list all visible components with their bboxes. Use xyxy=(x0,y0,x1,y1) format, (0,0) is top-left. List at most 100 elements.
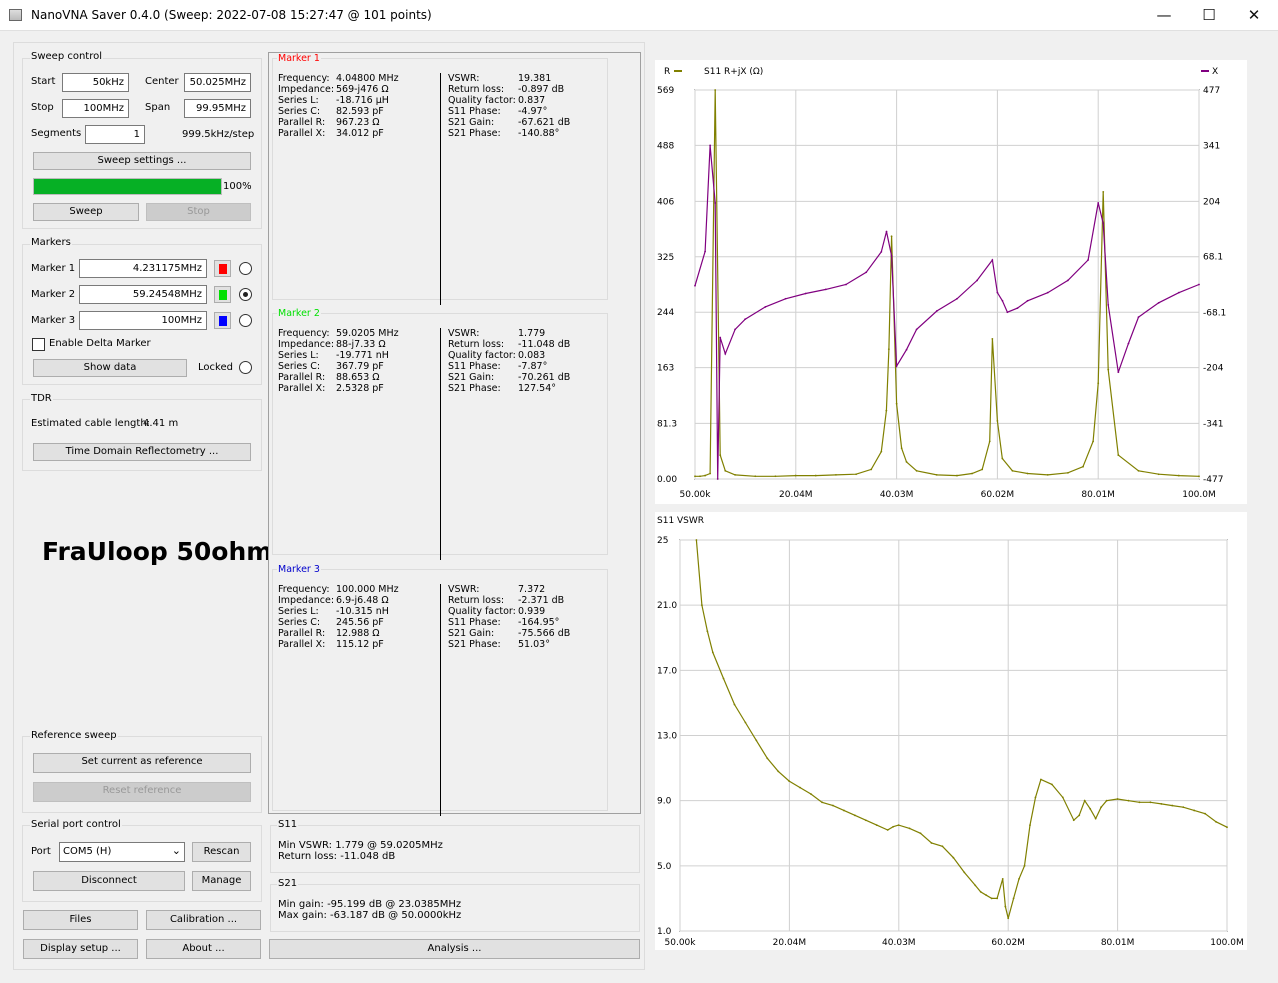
marker-3-field-label: Impedance: xyxy=(278,595,335,606)
marker-1-field-value: -140.88° xyxy=(518,128,560,139)
marker-2-field-label: Series C: xyxy=(278,361,321,372)
vswr-y-tick-label: 17.0 xyxy=(657,666,677,676)
rx-series-x-point xyxy=(719,336,722,339)
tdr-button[interactable]: Time Domain Reflectometry ... xyxy=(33,443,251,461)
vswr-series-point xyxy=(700,604,703,607)
vswr-series-point xyxy=(886,829,889,831)
marker-1-field-label: Parallel X: xyxy=(278,128,326,139)
reset-reference-button[interactable]: Reset reference xyxy=(33,782,251,802)
marker-3-row: Quality factor: 0.939 xyxy=(448,606,545,617)
set-reference-button[interactable]: Set current as reference xyxy=(33,753,251,773)
marker-2-radio[interactable] xyxy=(239,288,252,301)
locked-radio[interactable] xyxy=(239,361,252,374)
marker-2-frequency-input[interactable]: 59.24548MHz xyxy=(79,285,207,304)
marker-3-color-swatch xyxy=(219,316,227,326)
rx-series-r-point xyxy=(1066,471,1069,474)
marker-1-field-value: 34.012 pF xyxy=(336,128,384,139)
marker-3-color-button[interactable] xyxy=(214,312,231,329)
sweep-settings-button[interactable]: Sweep settings ... xyxy=(33,152,251,170)
disconnect-button[interactable]: Disconnect xyxy=(33,871,185,891)
vswr-series-point xyxy=(1105,799,1108,802)
marker-1-row: S11 Phase: -4.97° xyxy=(448,106,547,117)
rx-series-x-line xyxy=(694,145,1200,480)
about-button[interactable]: About ... xyxy=(146,939,261,959)
vswr-series-point xyxy=(1040,778,1042,781)
rx-series-r-point xyxy=(885,409,888,412)
close-icon[interactable]: ✕ xyxy=(1247,6,1261,24)
s11-min-vswr: Min VSWR: 1.779 @ 59.0205MHz xyxy=(278,840,443,851)
files-button[interactable]: Files xyxy=(23,910,138,930)
marker-2-row: Series L: -19.771 nH xyxy=(278,350,389,361)
marker-3-panel-title: Marker 3 xyxy=(277,564,321,575)
s21-max-gain: Max gain: -63.187 dB @ 50.0000kHz xyxy=(278,910,462,921)
vswr-series-point xyxy=(1034,796,1037,799)
tdr-title: TDR xyxy=(30,393,53,404)
rx-series-r-point xyxy=(1082,465,1084,468)
manage-button[interactable]: Manage xyxy=(192,871,251,891)
vswr-series-point xyxy=(1083,799,1086,802)
rx-chart-panel: 0.00 81.3 163 244 325 406 488 569 -477 -341 -204 -6… xyxy=(655,60,1247,504)
rx-series-r-point xyxy=(1001,457,1004,460)
marker-1-field-value: 4.04800 MHz xyxy=(336,73,399,84)
calibration-button[interactable]: Calibration ... xyxy=(146,910,261,930)
delta-marker-label: Enable Delta Marker xyxy=(49,338,151,349)
marker-1-radio[interactable] xyxy=(239,262,252,275)
rescan-button[interactable]: Rescan xyxy=(192,842,251,862)
segments-label: Segments xyxy=(31,128,82,139)
vswr-x-tick-label: 80.01M xyxy=(1101,938,1135,948)
rx-series-x-point xyxy=(1157,301,1160,304)
stop-button[interactable]: Stop xyxy=(146,203,251,221)
sweep-button[interactable]: Sweep xyxy=(33,203,139,221)
marker-1-field-value: 967.23 Ω xyxy=(336,117,380,128)
rx-series-x-point xyxy=(1026,299,1029,302)
vswr-series-point xyxy=(755,739,758,742)
marker-2-color-button[interactable] xyxy=(214,286,231,303)
display-setup-button[interactable]: Display setup ... xyxy=(23,939,138,959)
vswr-series-point xyxy=(1160,803,1163,805)
maximize-icon[interactable]: ☐ xyxy=(1202,6,1216,24)
marker-3-field-value: -2.371 dB xyxy=(518,595,565,606)
rx-series-x-point xyxy=(935,310,938,312)
minimize-icon[interactable]: — xyxy=(1156,6,1172,24)
rx-series-x-point xyxy=(1066,279,1069,282)
window-title: NanoVNA Saver 0.4.0 (Sweep: 2022-07-08 1… xyxy=(31,8,432,22)
vswr-series-point xyxy=(1171,804,1174,807)
stop-input[interactable]: 100MHz xyxy=(62,99,129,118)
title-bar: NanoVNA Saver 0.4.0 (Sweep: 2022-07-08 1… xyxy=(0,0,1278,31)
marker-1-field-label: S11 Phase: xyxy=(448,106,501,117)
marker-1-row: S21 Phase: -140.88° xyxy=(448,128,559,139)
rx-series-x-point xyxy=(956,297,958,300)
step-text: 999.5kHz/step xyxy=(182,129,255,140)
show-data-button[interactable]: Show data xyxy=(33,359,187,377)
rx-series-x-point xyxy=(764,306,767,308)
marker-3-frequency-input[interactable]: 100MHz xyxy=(79,311,207,330)
marker-2-field-value: 367.79 pF xyxy=(336,361,384,372)
vswr-series-point xyxy=(810,793,812,796)
rx-x-tick-label: 50.00k xyxy=(680,490,712,500)
marker-1-row: S21 Gain: -67.621 dB xyxy=(448,117,570,128)
marker-2-field-label: VSWR: xyxy=(448,328,480,339)
reference-sweep-title: Reference sweep xyxy=(30,730,118,741)
rx-left-tick-label: 81.3 xyxy=(657,419,677,429)
marker-1-color-button[interactable] xyxy=(214,260,231,277)
marker-1-frequency-input[interactable]: 4.231175MHz xyxy=(79,259,207,278)
delta-marker-checkbox[interactable] xyxy=(32,338,45,351)
marker-1-row: Parallel R: 967.23 Ω xyxy=(278,117,380,128)
start-input[interactable]: 50kHz xyxy=(62,73,129,92)
port-select[interactable]: COM5 (H) ⌄ xyxy=(59,842,185,862)
vswr-series-point xyxy=(1089,807,1092,810)
segments-input[interactable]: 1 xyxy=(85,125,145,144)
center-input[interactable]: 50.025MHz xyxy=(184,73,251,92)
s21-min-gain: Min gain: -95.199 dB @ 23.0385MHz xyxy=(278,899,462,910)
marker-3-radio[interactable] xyxy=(239,314,252,327)
marker-3-label: Marker 3 xyxy=(31,315,76,326)
rx-series-x-point xyxy=(1127,342,1130,345)
vswr-series-line xyxy=(695,539,1228,919)
marker-3-field-value: 51.03° xyxy=(518,639,550,650)
rx-series-r-point xyxy=(699,475,701,478)
marker-2-field-label: Parallel X: xyxy=(278,383,326,394)
analysis-button[interactable]: Analysis ... xyxy=(269,939,640,959)
marker-2-panel-title: Marker 2 xyxy=(277,308,321,319)
span-input[interactable]: 99.95MHz xyxy=(184,99,251,118)
rx-x-tick-label: 40.03M xyxy=(880,490,914,500)
